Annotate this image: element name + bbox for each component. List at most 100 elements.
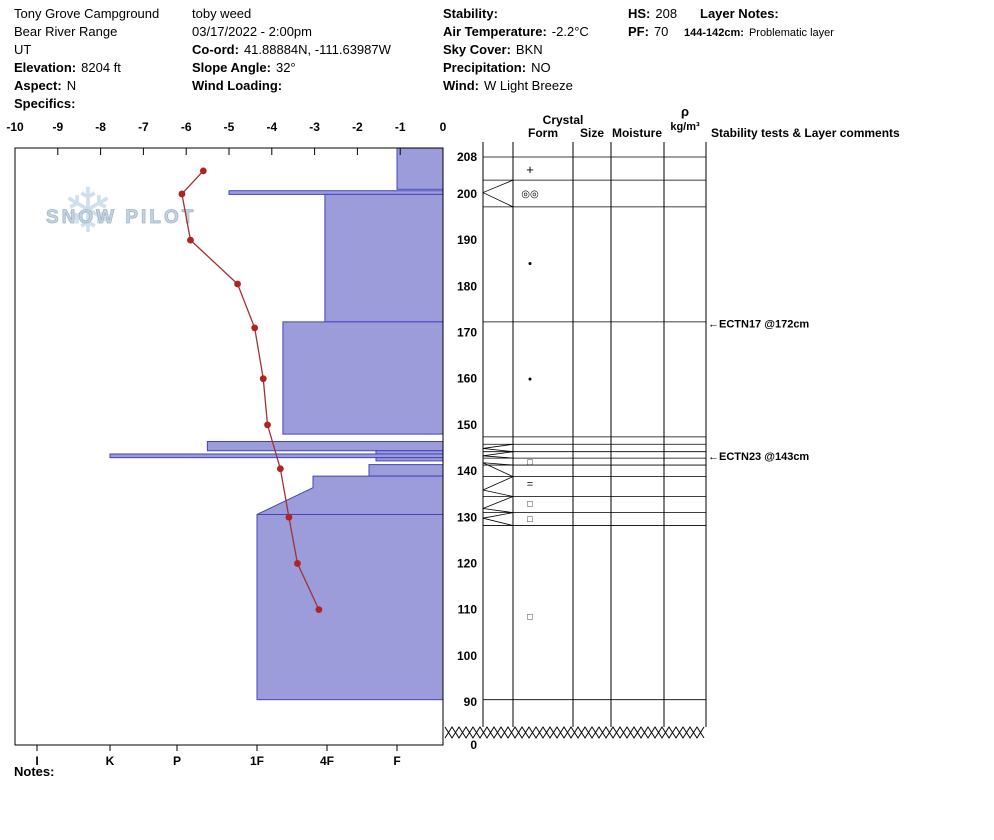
- wind-row: Wind: W Light Breeze: [443, 77, 589, 95]
- temp-axis-label: -5: [224, 120, 235, 134]
- layer-notes-label: Layer Notes:: [700, 6, 779, 21]
- specifics-row: Specifics:: [14, 95, 159, 113]
- wind-label: Wind:: [443, 78, 479, 93]
- crystal-form-symbol: ●: [528, 261, 532, 268]
- crystal-form-symbol: □: [527, 499, 533, 509]
- crystal-form-symbol: □: [527, 514, 533, 524]
- crystal-form-symbol: +: [526, 162, 534, 177]
- depth-axis-label: 130: [457, 510, 477, 524]
- scale-break-zigzag: [444, 726, 705, 739]
- hardness-axis-label: F: [393, 754, 400, 768]
- coord-label: Co-ord:: [192, 42, 239, 57]
- depth-axis-label: 100: [457, 649, 477, 663]
- aspect-label: Aspect:: [14, 78, 62, 93]
- sky-cover-label: Sky Cover:: [443, 42, 511, 57]
- layer-note-depth: 144-142cm:: [684, 27, 744, 39]
- temperature-point: [234, 280, 241, 288]
- comments-header: Stability tests & Layer comments: [711, 126, 900, 140]
- wedge-line: [482, 517, 514, 526]
- moisture-header: Moisture: [612, 126, 662, 140]
- depth-axis-label: 170: [457, 326, 477, 340]
- wedge-line: [482, 455, 514, 459]
- wind-value: W Light Breeze: [483, 78, 573, 93]
- wedge-line: [482, 448, 514, 453]
- temp-axis-label: -7: [138, 120, 149, 134]
- temperature-point: [187, 236, 194, 244]
- temperature-point: [264, 421, 271, 429]
- wedge-line: [482, 462, 514, 466]
- snow-layer-bar: [228, 190, 444, 195]
- crystal-header: Crystal: [543, 113, 584, 127]
- wedge-line: [482, 508, 514, 514]
- depth-axis-label: 150: [457, 418, 477, 432]
- snow-layer-bar: [324, 193, 444, 323]
- stability-test-annotation: ←ECTN23 @143cm: [708, 451, 809, 463]
- crystal-form-symbol: ◎◎: [521, 189, 539, 200]
- pf-row: PF: 70: [628, 23, 677, 41]
- temp-axis-label: -8: [95, 120, 106, 134]
- site-state-text: UT: [14, 42, 32, 57]
- temperature-point: [251, 324, 259, 332]
- snow-layer-bar: [256, 513, 444, 701]
- hs-label: HS:: [628, 6, 651, 21]
- stability-label: Stability:: [443, 6, 498, 21]
- slope-angle-label: Slope Angle:: [192, 60, 271, 75]
- notes-label: Notes:: [14, 764, 55, 779]
- form-header: Form: [528, 126, 558, 140]
- wedge-line: [482, 451, 514, 457]
- pf-value: 70: [653, 24, 669, 39]
- conditions-block: Stability: Air Temperature: -2.2°C Sky Co…: [443, 5, 589, 95]
- snow-layer-bar: [282, 321, 444, 435]
- temp-axis-label: -1: [395, 120, 406, 134]
- snow-layer-bar: [368, 464, 444, 477]
- specifics-label: Specifics:: [14, 96, 76, 111]
- slope-angle-value: 32°: [275, 60, 296, 75]
- snow-layer-bar: [375, 457, 444, 462]
- depth-axis-label: 190: [457, 233, 477, 247]
- temperature-point: [178, 190, 186, 198]
- elevation-row: Elevation: 8204 ft: [14, 59, 159, 77]
- observer-name: toby weed: [192, 5, 391, 23]
- aspect-value: N: [66, 78, 77, 93]
- depth-axis-zero-label: 0: [470, 738, 477, 752]
- snowflake-icon: ❄: [62, 177, 114, 246]
- aspect-row: Aspect: N: [14, 77, 159, 95]
- depth-axis-label: 110: [458, 603, 478, 617]
- temp-axis-label: -4: [266, 120, 277, 134]
- temperature-point: [259, 375, 267, 383]
- depth-axis-label: 180: [457, 279, 477, 293]
- temperature-point: [315, 606, 323, 614]
- crystal-form-symbol: =: [527, 478, 533, 490]
- temp-axis-label: 0: [440, 120, 447, 134]
- observer-name-text: toby weed: [192, 6, 252, 21]
- layer-notes-header: Layer Notes:: [700, 5, 779, 23]
- temp-axis-label: -6: [181, 120, 192, 134]
- site-name: Tony Grove Campground: [14, 5, 159, 23]
- density-units-header: kg/m³: [670, 121, 700, 133]
- temperature-point: [276, 465, 284, 473]
- layer-notes-block: Layer Notes:: [700, 5, 779, 23]
- totals-block: HS: 208 PF: 70: [628, 5, 677, 41]
- logo-text: SNOW PILOT: [46, 207, 196, 228]
- depth-axis-label: 140: [457, 464, 477, 478]
- temp-axis-label: -3: [309, 120, 320, 134]
- wedge-line: [482, 443, 514, 449]
- observation-datetime: 03/17/2022 - 2:00pm: [192, 23, 391, 41]
- slope-angle-row: Slope Angle: 32°: [192, 59, 391, 77]
- precipitation-value: NO: [531, 60, 551, 75]
- sky-cover-value: BKN: [515, 42, 543, 57]
- observer-block: toby weed 03/17/2022 - 2:00pm Co-ord: 41.…: [192, 5, 391, 95]
- temperature-point: [199, 167, 207, 175]
- location-block: Tony Grove Campground Bear River Range U…: [14, 5, 159, 113]
- wind-loading-row: Wind Loading:: [192, 77, 391, 95]
- temp-axis-label: -10: [6, 120, 24, 134]
- pf-label: PF:: [628, 24, 649, 39]
- snow-layer-bar: [396, 147, 444, 190]
- hardness-axis-label: 1F: [250, 754, 264, 768]
- depth-axis-label: 90: [464, 695, 478, 709]
- temperature-point: [285, 513, 293, 521]
- air-temp-label: Air Temperature:: [443, 24, 547, 39]
- wedge-line: [482, 496, 514, 509]
- precipitation-row: Precipitation: NO: [443, 59, 589, 77]
- temp-axis-label: -9: [52, 120, 63, 134]
